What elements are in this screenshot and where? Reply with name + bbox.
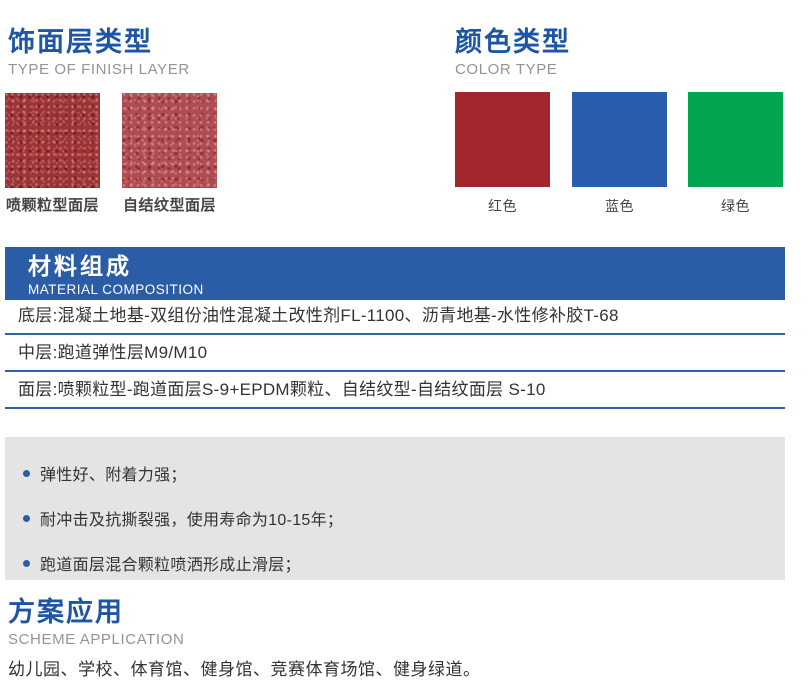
- finish-swatch-self-textured: [122, 93, 217, 188]
- color-swatch-red: [455, 92, 550, 187]
- color-swatch-blue: [572, 92, 667, 187]
- color-section-subtitle: COLOR TYPE: [455, 61, 558, 79]
- feature-item: 跑道面层混合颗粒喷洒形成止滑层；: [23, 551, 785, 575]
- bullet-dot-icon: [23, 469, 30, 477]
- composition-row-base: 底层:混凝土地基-双组份油性混凝土改性剂FL-1100、沥青地基-水性修补胶T-…: [5, 298, 785, 335]
- finish-swatch-spray-granule: [5, 93, 100, 188]
- application-section: 方案应用 SCHEME APPLICATION 幼儿园、学校、体育馆、健身馆、竞…: [8, 597, 481, 680]
- composition-row-surface: 面层:喷颗粒型-跑道面层S-9+EPDM颗粒、自结纹型-自结纹面层 S-10: [5, 372, 785, 409]
- bullet-dot-icon: [23, 559, 30, 567]
- composition-subtitle: MATERIAL COMPOSITION: [28, 281, 204, 297]
- composition-row-middle: 中层:跑道弹性层M9/M10: [5, 335, 785, 372]
- finish-swatch-label: 自结纹型面层: [122, 197, 216, 214]
- composition-rows: 底层:混凝土地基-双组份油性混凝土改性剂FL-1100、沥青地基-水性修补胶T-…: [5, 298, 785, 409]
- color-swatch-label: 红色: [488, 198, 517, 214]
- application-subtitle: SCHEME APPLICATION: [8, 631, 185, 649]
- finish-section-subtitle: TYPE OF FINISH LAYER: [8, 61, 190, 79]
- feature-text: 弹性好、附着力强；: [40, 467, 187, 484]
- composition-title: 材料组成: [28, 253, 132, 279]
- application-text: 幼儿园、学校、体育馆、健身馆、竞赛体育场馆、健身绿道。: [8, 660, 481, 680]
- color-section-header: 颜色类型 COLOR TYPE: [455, 27, 571, 78]
- feature-item: 耐冲击及抗撕裂强，使用寿命为10-15年；: [23, 506, 785, 530]
- material-composition-banner: 材料组成 MATERIAL COMPOSITION: [5, 247, 785, 300]
- finish-section-header: 饰面层类型 TYPE OF FINISH LAYER: [8, 27, 190, 78]
- feature-panel: 弹性好、附着力强； 耐冲击及抗撕裂强，使用寿命为10-15年； 跑道面层混合颗粒…: [5, 437, 785, 580]
- application-title: 方案应用: [8, 597, 124, 627]
- feature-text: 跑道面层混合颗粒喷洒形成止滑层；: [40, 557, 301, 574]
- feature-text: 耐冲击及抗撕裂强，使用寿命为10-15年；: [40, 512, 344, 529]
- finish-swatch-label: 喷颗粒型面层: [5, 197, 99, 214]
- bullet-dot-icon: [23, 514, 30, 522]
- color-swatch-green: [688, 92, 783, 187]
- color-swatch-label: 蓝色: [605, 198, 634, 214]
- feature-item: 弹性好、附着力强；: [23, 461, 785, 485]
- color-swatch-label: 绿色: [721, 198, 750, 214]
- finish-section-title: 饰面层类型: [8, 27, 153, 57]
- color-section-title: 颜色类型: [455, 27, 571, 57]
